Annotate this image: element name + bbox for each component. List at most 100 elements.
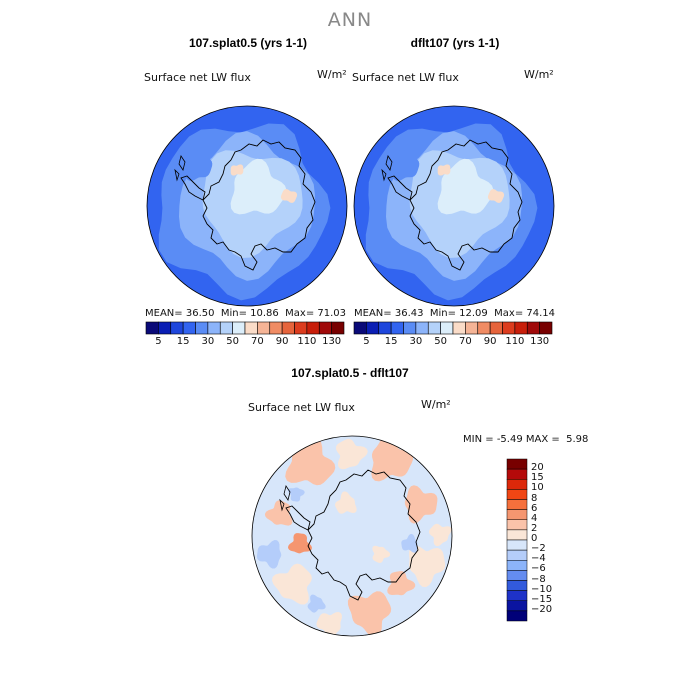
colorbar-tick-label: 5 (363, 336, 370, 347)
colorbar-swatch (506, 539, 528, 551)
colorbar-swatch (506, 570, 528, 581)
map-contour-fill (230, 164, 244, 176)
panel-2-max-label: Max= (494, 308, 524, 319)
colorbar-swatch (502, 321, 516, 335)
colorbar-swatch (318, 321, 332, 335)
panel-1-min-value: 10.86 (250, 308, 279, 319)
colorbar-swatch (353, 321, 367, 335)
antarctica-coastline (307, 469, 421, 601)
colorbar-swatch (403, 321, 417, 335)
colorbar-swatch (506, 560, 528, 571)
colorbar-tick-label: −8 (531, 573, 546, 585)
colorbar-swatch (477, 321, 491, 335)
antarctica-coastline (409, 139, 523, 271)
colorbar-tick-label: 50 (434, 336, 447, 347)
panel-3-max-value: 5.98 (566, 434, 589, 445)
colorbar-swatch (506, 529, 528, 541)
colorbar-swatch (526, 321, 540, 335)
colorbar-tick-label: 6 (531, 502, 538, 514)
map-contour-fill (437, 164, 451, 176)
colorbar-tick-label: −15 (531, 593, 553, 605)
colorbar-swatch (539, 321, 553, 335)
south-america-tip (279, 485, 291, 512)
colorbar-swatch (427, 321, 441, 335)
peninsula-coastline (387, 175, 413, 201)
colorbar-tick-label: 70 (251, 336, 264, 347)
colorbar-tick-label: −10 (531, 583, 553, 595)
colorbar-swatch (244, 321, 258, 335)
panel-2-colorbar (353, 321, 553, 335)
colorbar-tick-label: 30 (201, 336, 215, 347)
colorbar-tick-label: 8 (531, 492, 538, 504)
map-contour-fill (372, 545, 391, 563)
panel-3-variable-label: Surface net LW flux (248, 401, 355, 414)
colorbar-swatch (506, 519, 528, 531)
map-contour-fill (401, 533, 418, 553)
colorbar-tick-label: 2 (531, 522, 538, 534)
map-contour-fill (428, 523, 452, 547)
colorbar-swatch (465, 321, 479, 335)
colorbar-swatch (257, 321, 271, 335)
colorbar-tick-label: 90 (483, 336, 497, 347)
peninsula-coastline (285, 505, 311, 531)
colorbar-tick-label: 5 (155, 336, 162, 347)
colorbar-swatch (390, 321, 404, 335)
south-america-tip (381, 155, 393, 182)
map-contour-fill (316, 612, 342, 636)
map-contour-fill (256, 540, 282, 569)
map-contour-fill (288, 533, 312, 554)
colorbar-swatch (506, 468, 528, 480)
colorbar-tick-label: 130 (322, 336, 342, 347)
colorbar-swatch (452, 321, 466, 335)
panel-3-max-label: MAX = (525, 434, 560, 445)
colorbar-swatch (506, 590, 528, 601)
panel-3-min-label: MIN = (463, 434, 494, 445)
colorbar-tick-label: −4 (531, 553, 546, 565)
panel-3-polar-map (251, 435, 453, 637)
map-contour-fill (487, 189, 505, 203)
colorbar-swatch (269, 321, 283, 335)
colorbar-tick-label: 130 (530, 336, 550, 347)
panel-1-max-value: 71.03 (317, 308, 347, 319)
colorbar-swatch (514, 321, 528, 335)
colorbar-tick-label: 15 (384, 336, 398, 347)
panel-1-polar-map (146, 105, 348, 307)
map-border (146, 105, 348, 307)
colorbar-swatch (207, 321, 221, 335)
colorbar-tick-label: 4 (531, 512, 538, 524)
map-contour-fill (409, 545, 446, 588)
map-contour-fill (272, 563, 312, 605)
colorbar-swatch (506, 600, 528, 612)
figure-title: ANN (327, 9, 373, 31)
colorbar-tick-label: 50 (226, 336, 239, 347)
map-contour-fill (183, 149, 213, 181)
panel-1-units: W/m² (317, 68, 347, 81)
colorbar-swatch (378, 321, 392, 335)
map-contour-fill (404, 485, 438, 524)
colorbar-tick-label: 15 (531, 472, 544, 484)
peninsula-coastline (180, 175, 206, 201)
panel-1-stats: MEAN= 36.50 Min= 10.86 Max= 71.03 (145, 308, 346, 319)
colorbar-tick-label: 0 (531, 533, 538, 544)
colorbar-tick-label: 70 (459, 336, 472, 347)
colorbar-tick-label: 90 (275, 336, 289, 347)
panel-2-min-value: 12.09 (459, 308, 488, 319)
colorbar-swatch (506, 499, 528, 510)
colorbar-swatch (145, 321, 159, 335)
panel-3-min-value: -5.49 (496, 434, 523, 445)
map-contour-fill (280, 189, 298, 203)
colorbar-swatch (219, 321, 233, 335)
colorbar-tick-label: 30 (409, 336, 423, 347)
colorbar-swatch (415, 321, 429, 335)
colorbar-swatch (306, 321, 320, 335)
panel-3-units: W/m² (421, 398, 451, 411)
colorbar-swatch (182, 321, 196, 335)
panel-3-colorbar (506, 458, 528, 622)
panel-2-mean-value: 36.43 (394, 308, 424, 319)
panel-2-units: W/m² (524, 68, 554, 81)
colorbar-tick-label: 10 (531, 482, 544, 494)
colorbar-swatch (506, 509, 528, 520)
colorbar-swatch (506, 479, 528, 490)
map-contour-fill (437, 158, 494, 215)
panel-2-stats: MEAN= 36.43 Min= 12.09 Max= 74.14 (354, 308, 555, 319)
